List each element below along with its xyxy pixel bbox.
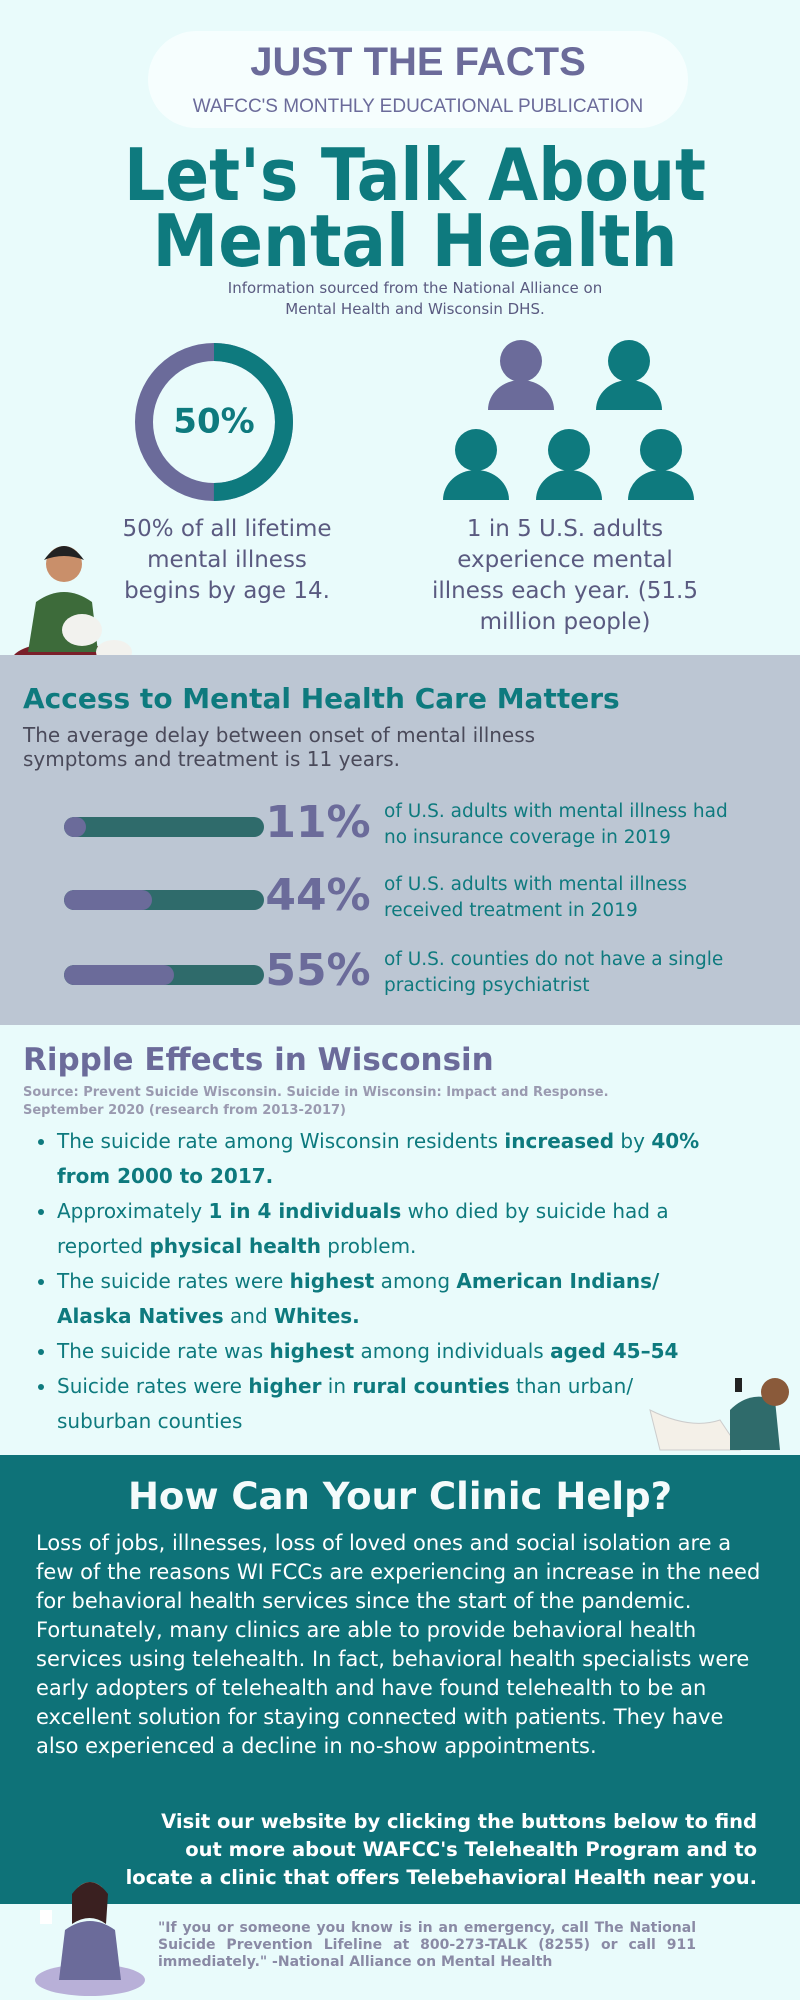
bullet-text: Suicide rates were bbox=[57, 1374, 249, 1398]
stat-text: of U.S. counties do not have a single pr… bbox=[384, 949, 724, 996]
person-icon bbox=[596, 340, 662, 410]
fact-text: 50% of all lifetime mental illness begin… bbox=[122, 516, 332, 604]
bullet-text: 1 in 4 individuals bbox=[208, 1199, 402, 1223]
access-section: Access to Mental Health Care Matters The… bbox=[0, 655, 800, 1025]
stat-text: of U.S. adults with mental illness recei… bbox=[384, 874, 688, 921]
bullet-text: 40% from 2000 to 2017. bbox=[57, 1129, 700, 1188]
bullet-text: problem. bbox=[320, 1234, 417, 1258]
access-title: Access to Mental Health Care Matters bbox=[23, 682, 620, 715]
bullet-text: than urban/ suburban counties bbox=[57, 1374, 634, 1433]
bullet-text: highest bbox=[269, 1339, 355, 1363]
footer-quote: "If you or someone you know is in an eme… bbox=[158, 1920, 696, 1970]
bullet-text: among individuals bbox=[354, 1339, 551, 1363]
bullet: The suicide rates were highest among Ame… bbox=[57, 1264, 727, 1334]
bullet-text: and bbox=[223, 1304, 274, 1328]
bullet-text: in bbox=[321, 1374, 353, 1398]
header-title: JUST THE FACTS bbox=[250, 40, 586, 84]
bullet-text: Whites. bbox=[274, 1304, 360, 1328]
hero-title-svg: Let's Talk About Mental Health bbox=[124, 140, 706, 280]
access-subtitle: The average delay between onset of menta… bbox=[23, 723, 536, 771]
person-icon bbox=[443, 429, 509, 500]
stat-bar bbox=[64, 890, 152, 910]
help-section: How Can Your Clinic Help? Loss of jobs, … bbox=[0, 1455, 800, 1904]
hero-source: Information sourced from the National Al… bbox=[227, 279, 603, 318]
bullet-text: The suicide rate among Wisconsin residen… bbox=[57, 1129, 505, 1153]
donut-label: 50% bbox=[173, 402, 254, 442]
help-body: Loss of jobs, illnesses, loss of loved o… bbox=[36, 1531, 761, 1758]
bullet-text: The suicide rate was bbox=[57, 1339, 270, 1363]
bullet: The suicide rate among Wisconsin residen… bbox=[57, 1124, 727, 1194]
bullet: Suicide rates were higher in rural count… bbox=[57, 1369, 727, 1439]
stat-bar bbox=[64, 817, 86, 837]
help-cta: Visit our website by clicking the button… bbox=[125, 1810, 757, 1889]
person-icon bbox=[536, 429, 602, 500]
donut: 50% bbox=[135, 343, 293, 501]
bullet: The suicide rate was highest among indiv… bbox=[57, 1334, 727, 1369]
bullet-text: highest bbox=[289, 1269, 375, 1293]
hero-title-line: Let's Talk About bbox=[124, 140, 706, 217]
donut-arc bbox=[135, 343, 293, 501]
bullet-text: rural counties bbox=[352, 1374, 510, 1398]
stat-bar bbox=[64, 965, 174, 985]
person-icon bbox=[488, 340, 554, 410]
hero-title-line: Mental Health bbox=[153, 199, 678, 280]
stat-bar-track bbox=[64, 965, 264, 985]
ripple-source: Source: Prevent Suicide Wisconsin. Suici… bbox=[23, 1085, 609, 1118]
stat-bar-track bbox=[64, 817, 264, 837]
bullet-text: The suicide rates were bbox=[57, 1269, 290, 1293]
bullet: Approximately 1 in 4 individuals who die… bbox=[57, 1194, 727, 1264]
stat-text: of U.S. adults with mental illness had n… bbox=[384, 801, 728, 848]
header-subtitle: WAFCC'S MONTHLY EDUCATIONAL PUBLICATION bbox=[192, 96, 644, 117]
header-pill bbox=[148, 31, 688, 128]
bullet-text: by bbox=[614, 1129, 652, 1153]
bullet-text: physical health bbox=[149, 1234, 321, 1258]
bullet-text: who died by suicide had a reported bbox=[57, 1199, 669, 1258]
bullet-text: among bbox=[374, 1269, 457, 1293]
bullet-text: Approximately bbox=[57, 1199, 209, 1223]
fact-text: 1 in 5 U.S. adults experience mental ill… bbox=[432, 516, 698, 635]
people-icons bbox=[443, 340, 694, 500]
illustration-tea bbox=[35, 1882, 145, 1996]
bullet-text: increased bbox=[504, 1129, 615, 1153]
illustration-phone bbox=[649, 1378, 789, 1451]
ripple-title: Ripple Effects in Wisconsin bbox=[23, 1042, 494, 1078]
stat-label: 11% bbox=[265, 797, 371, 848]
ripple-bullets: The suicide rate among Wisconsin residen… bbox=[20, 1124, 727, 1439]
help-title: How Can Your Clinic Help? bbox=[127, 1475, 673, 1518]
bullet-text: higher bbox=[248, 1374, 322, 1398]
stat-bar-track bbox=[64, 890, 264, 910]
stat-label: 44% bbox=[265, 870, 371, 921]
stat-label: 55% bbox=[265, 945, 371, 996]
bullet-text: American Indians/ Alaska Natives bbox=[57, 1269, 660, 1328]
person-icon bbox=[628, 429, 694, 500]
bullet-text: aged 45–54 bbox=[550, 1339, 679, 1363]
